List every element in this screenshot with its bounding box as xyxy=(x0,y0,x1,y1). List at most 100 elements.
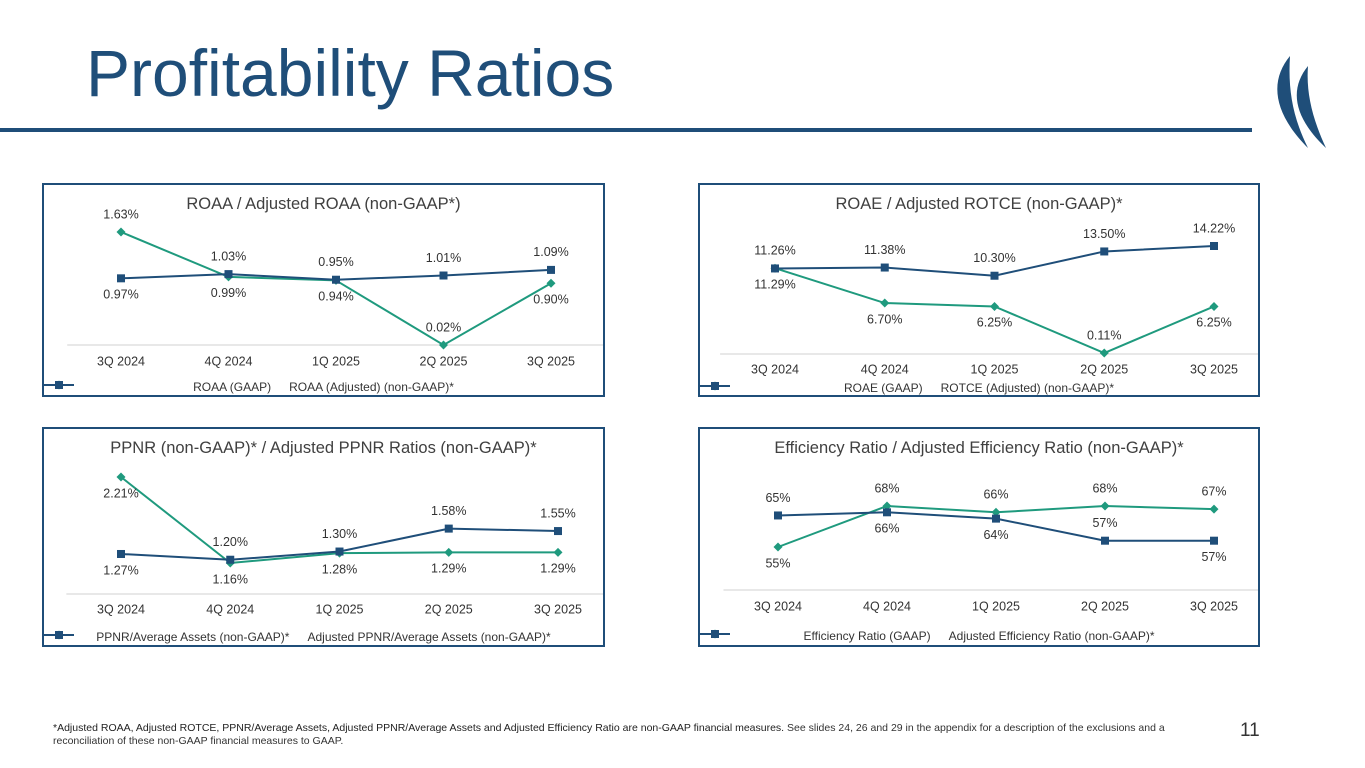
logo xyxy=(1277,56,1326,148)
point xyxy=(1100,501,1110,511)
point xyxy=(990,301,999,311)
point xyxy=(883,508,891,517)
legend-item: Adjusted PPNR/Average Assets (non-GAAP)* xyxy=(44,630,551,644)
data-label: 14.22% xyxy=(1193,221,1235,235)
plot: 3Q 2024 4Q 2024 1Q 2025 2Q 2025 3Q 2025 2.21%… xyxy=(66,472,603,616)
data-label: 1.09% xyxy=(533,245,568,259)
point xyxy=(1099,348,1109,358)
chart-title: PPNR (non-GAAP)* / Adjusted PPNR Ratios … xyxy=(110,439,537,457)
chart-title: ROAA / Adjusted ROAA (non-GAAP*) xyxy=(186,195,461,213)
point xyxy=(1209,504,1219,514)
x-tick-label: 2Q 2025 xyxy=(420,354,468,368)
data-label: 67% xyxy=(1201,484,1226,498)
legend-marker xyxy=(55,631,63,639)
x-tick-label: 3Q 2025 xyxy=(534,602,582,616)
point xyxy=(553,547,563,557)
data-label: 1.01% xyxy=(426,251,461,265)
data-label: 0.11% xyxy=(1087,328,1122,342)
chart-panel: 3Q 2024 4Q 2024 1Q 2025 2Q 2025 3Q 2025 11.29… xyxy=(698,183,1260,397)
x-tick-label: 3Q 2025 xyxy=(1190,599,1238,613)
point xyxy=(117,274,125,283)
data-label: 64% xyxy=(983,528,1008,542)
x-tick-label: 1Q 2025 xyxy=(972,599,1020,613)
data-label: 68% xyxy=(1092,481,1117,495)
data-label: 0.02% xyxy=(426,320,461,334)
point xyxy=(224,270,233,279)
legend-item: PPNR/Average Assets (non-GAAP)* xyxy=(44,630,289,644)
data-label: 1.28% xyxy=(322,562,357,576)
data-label: 2.21% xyxy=(103,486,138,500)
point xyxy=(116,227,126,237)
point xyxy=(774,511,782,520)
data-label: 1.29% xyxy=(431,562,466,576)
point xyxy=(546,278,556,288)
series-line xyxy=(120,231,552,347)
point xyxy=(444,547,454,557)
plot: 3Q 2024 4Q 2024 1Q 2025 2Q 2025 3Q 2025 11.29… xyxy=(720,221,1258,376)
data-label: 6.25% xyxy=(1196,316,1231,330)
data-label: 11.38% xyxy=(864,243,905,257)
legend-label: Adjusted Efficiency Ratio (non-GAAP)* xyxy=(948,629,1155,643)
slide-title: Profitability Ratios xyxy=(86,36,615,110)
legend-item: Adjusted Efficiency Ratio (non-GAAP)* xyxy=(700,629,1155,643)
legend-swatch xyxy=(700,630,730,638)
legend-label: ROAA (Adjusted) (non-GAAP)* xyxy=(289,380,454,394)
point xyxy=(880,298,890,308)
data-label: 1.29% xyxy=(540,562,575,576)
data-label: 55% xyxy=(765,556,790,570)
legend: PPNR/Average Assets (non-GAAP)* Adjusted … xyxy=(44,630,603,644)
data-label: 0.94% xyxy=(318,290,353,304)
data-label: 1.20% xyxy=(213,535,248,549)
data-label: 6.25% xyxy=(977,316,1012,330)
title-rule xyxy=(0,128,1252,132)
legend-item: ROAE (GAAP) xyxy=(700,381,923,395)
data-label: 1.27% xyxy=(103,563,138,577)
point xyxy=(117,549,125,558)
chart-title: ROAE / Adjusted ROTCE (non-GAAP)* xyxy=(835,195,1123,213)
point xyxy=(1210,242,1218,250)
chart-panel: 3Q 2024 4Q 2024 1Q 2025 2Q 2025 3Q 2025 1.63%… xyxy=(42,183,605,397)
x-tick-label: 1Q 2025 xyxy=(971,362,1019,376)
data-label: 68% xyxy=(874,481,899,495)
point xyxy=(773,542,783,552)
plot: 3Q 2024 4Q 2024 1Q 2025 2Q 2025 3Q 2025 1.63%… xyxy=(67,207,603,368)
footnote: *Adjusted ROAA, Adjusted ROTCE, PPNR/Ave… xyxy=(53,722,1193,748)
page-number: 11 xyxy=(1240,720,1260,741)
legend-marker xyxy=(55,381,63,389)
point xyxy=(547,265,555,274)
data-label: 65% xyxy=(765,491,790,505)
data-label: 1.03% xyxy=(211,249,246,263)
data-label: 13.50% xyxy=(1083,227,1125,241)
x-tick-label: 4Q 2024 xyxy=(206,602,254,616)
point xyxy=(116,472,126,482)
data-label: 1.30% xyxy=(322,527,357,541)
data-label: 0.95% xyxy=(318,255,353,269)
x-tick-label: 4Q 2024 xyxy=(205,354,253,368)
logo-swoosh xyxy=(1296,66,1326,148)
data-label: 1.63% xyxy=(103,207,138,221)
point xyxy=(882,501,892,511)
point xyxy=(1101,536,1109,545)
point xyxy=(1210,536,1218,545)
point xyxy=(771,264,779,273)
data-label: 1.55% xyxy=(540,506,575,520)
x-tick-label: 3Q 2024 xyxy=(97,354,145,368)
x-tick-label: 3Q 2024 xyxy=(751,362,799,376)
point xyxy=(439,271,448,280)
point xyxy=(991,507,1001,517)
x-tick-label: 3Q 2024 xyxy=(754,599,802,613)
legend: ROAE (GAAP) ROTCE (Adjusted) (non-GAAP)* xyxy=(700,381,1258,395)
legend-label: Adjusted PPNR/Average Assets (non-GAAP)* xyxy=(307,630,551,644)
legend-item: ROTCE (Adjusted) (non-GAAP)* xyxy=(700,381,1114,395)
point xyxy=(332,275,340,284)
chart-panel: 3Q 2024 4Q 2024 1Q 2025 2Q 2025 3Q 2025 55% 68… xyxy=(698,427,1260,647)
data-label: 10.30% xyxy=(973,251,1015,265)
legend-swatch xyxy=(700,382,730,390)
legend: ROAA (GAAP) ROAA (Adjusted) (non-GAAP)* xyxy=(44,380,603,394)
x-tick-label: 3Q 2025 xyxy=(527,354,575,368)
legend-marker xyxy=(711,630,719,638)
point xyxy=(1209,301,1219,311)
x-tick-label: 1Q 2025 xyxy=(312,354,360,368)
legend: Efficiency Ratio (GAAP) Adjusted Efficien… xyxy=(700,629,1258,643)
